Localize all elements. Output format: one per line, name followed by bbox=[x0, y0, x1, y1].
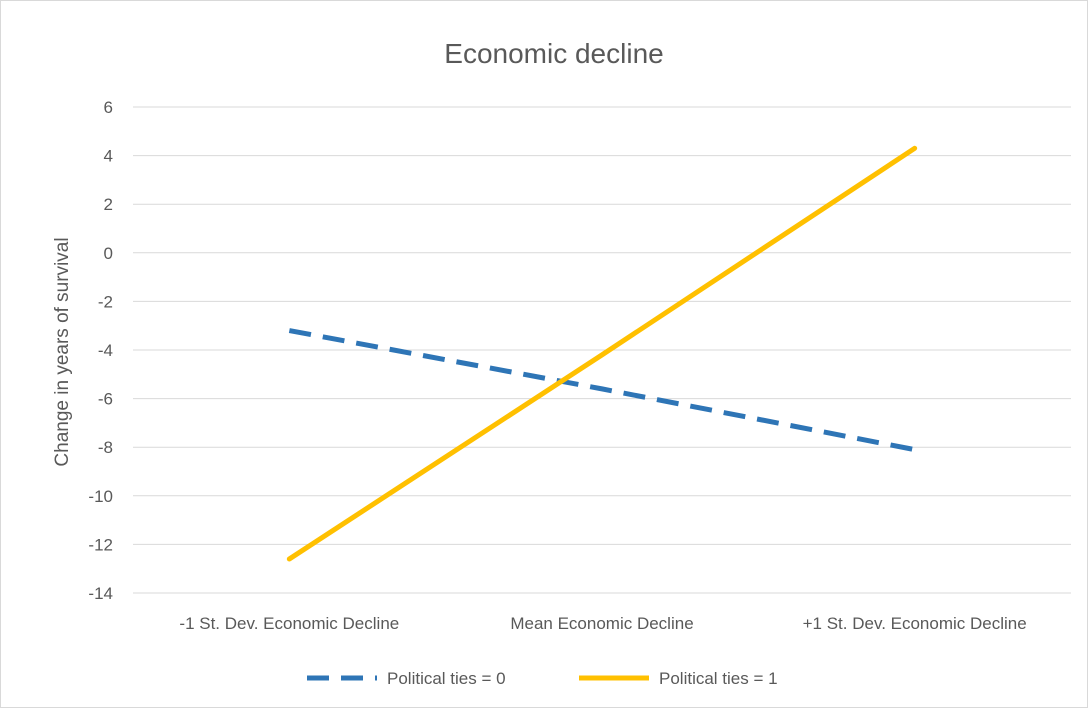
y-tick-label: 2 bbox=[104, 195, 113, 214]
x-tick-label: Mean Economic Decline bbox=[510, 614, 693, 633]
series-line-1 bbox=[286, 145, 918, 562]
legend-label-0: Political ties = 0 bbox=[387, 669, 506, 688]
series-line-0 bbox=[288, 328, 916, 453]
x-axis-ticks: -1 St. Dev. Economic Decline Mean Economi… bbox=[179, 614, 1026, 633]
y-tick-label: -6 bbox=[98, 390, 113, 409]
legend: Political ties = 0 Political ties = 1 bbox=[307, 669, 778, 688]
y-tick-label: 4 bbox=[104, 147, 113, 166]
y-tick-label: 6 bbox=[104, 98, 113, 117]
gridlines bbox=[133, 106, 1071, 594]
legend-label-1: Political ties = 1 bbox=[659, 669, 778, 688]
x-tick-label: +1 St. Dev. Economic Decline bbox=[803, 614, 1027, 633]
y-tick-label: -8 bbox=[98, 438, 113, 457]
y-tick-label: -12 bbox=[88, 535, 113, 554]
y-axis-label: Change in years of survival bbox=[52, 237, 73, 466]
y-tick-label: -4 bbox=[98, 341, 113, 360]
x-tick-label: -1 St. Dev. Economic Decline bbox=[179, 614, 399, 633]
y-tick-label: -2 bbox=[98, 292, 113, 311]
y-tick-label: 0 bbox=[104, 244, 113, 263]
chart-title: Economic decline bbox=[444, 38, 663, 69]
y-tick-label: -14 bbox=[88, 584, 113, 603]
y-axis-ticks: 6 4 2 0 -2 -4 -6 -8 -10 -12 -14 bbox=[88, 98, 113, 603]
series-lines bbox=[286, 145, 918, 562]
y-tick-label: -10 bbox=[88, 487, 113, 506]
